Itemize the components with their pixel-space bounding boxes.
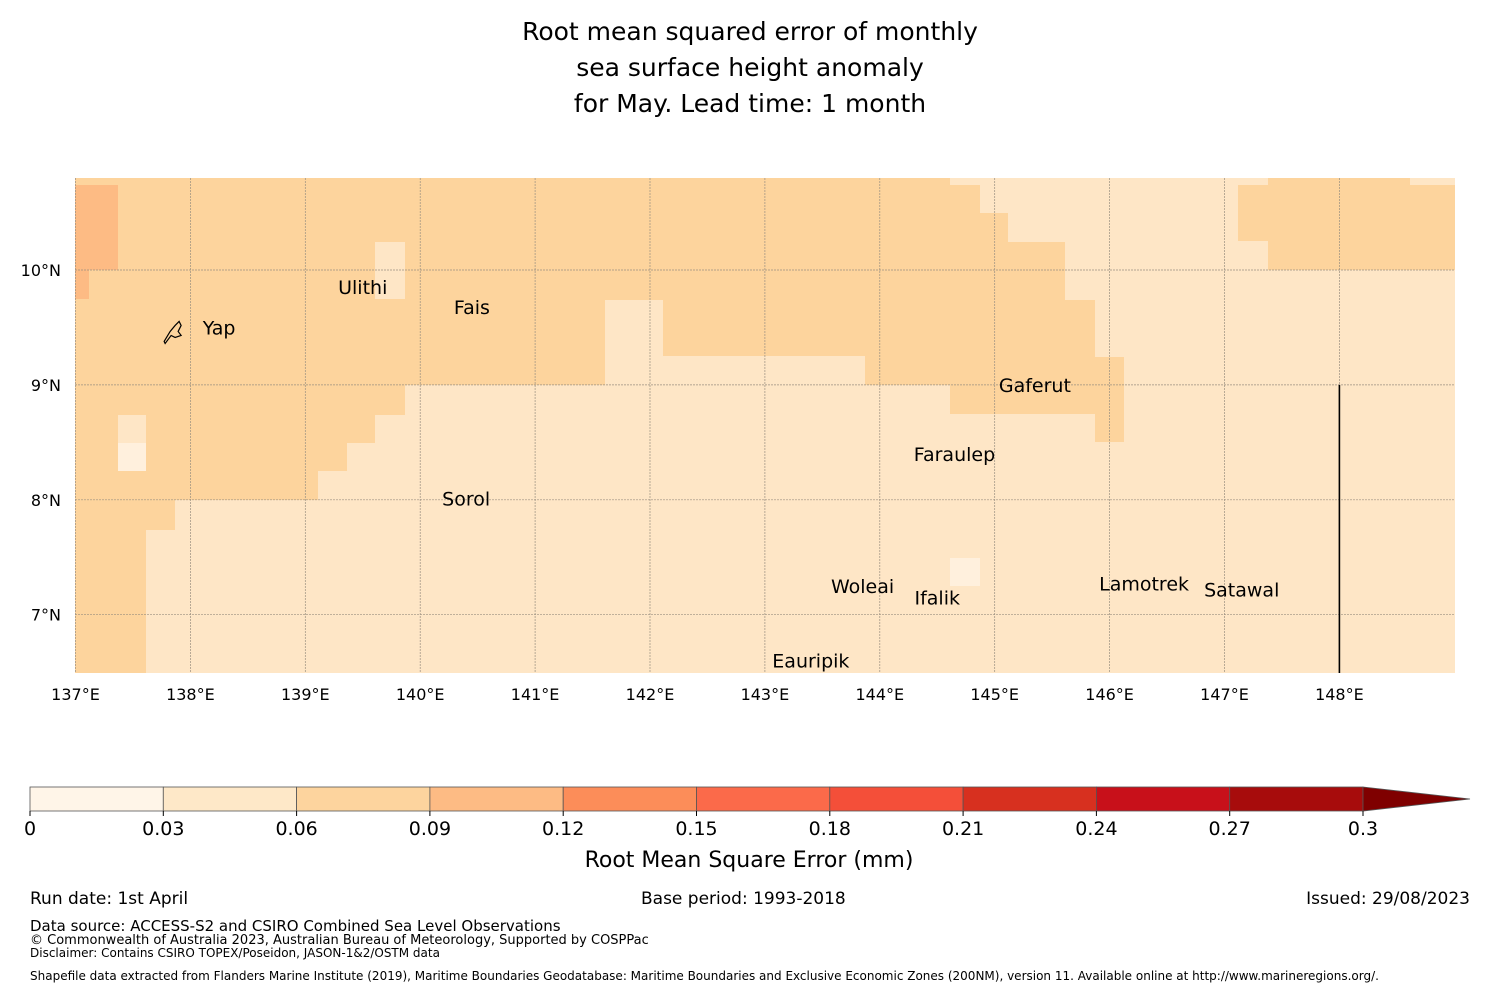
colorbar-segment xyxy=(1096,786,1231,812)
longitude-tick: 143°E xyxy=(741,685,790,704)
rmse-cell xyxy=(950,185,980,414)
longitude-tick: 140°E xyxy=(396,685,445,704)
colorbar-tick: 0.03 xyxy=(142,818,184,840)
rmse-cell xyxy=(1410,185,1455,270)
copyright-notice: © Commonwealth of Australia 2023, Austra… xyxy=(30,933,649,948)
rmse-cell xyxy=(865,178,950,385)
longitude-tick: 138°E xyxy=(166,685,215,704)
colorbar-tick: 0.3 xyxy=(1348,818,1378,840)
title-line-2: sea surface height anomaly xyxy=(576,53,924,82)
title-line-3: for May. Lead time: 1 month xyxy=(573,89,927,118)
colorbar-segment xyxy=(296,786,431,812)
rmse-cell xyxy=(980,213,1008,414)
rmse-cell xyxy=(75,270,89,299)
rmse-cell xyxy=(1065,300,1095,414)
colorbar-label: Root Mean Square Error (mm) xyxy=(585,848,914,873)
place-labels: Yap Ulithi Fais Gaferut Faraulep Sorol Woleai I… xyxy=(163,277,1279,673)
yap-island-outline xyxy=(163,320,183,345)
longitude-tick: 146°E xyxy=(1085,685,1134,704)
colorbar-segment xyxy=(1229,786,1364,812)
longitude-tick: 139°E xyxy=(281,685,330,704)
place-label: Faraulep xyxy=(914,444,995,466)
map-panel: Yap Ulithi Fais Gaferut Faraulep Sorol Woleai I… xyxy=(75,178,1455,673)
rmse-cell xyxy=(75,185,118,270)
longitude-tick: 141°E xyxy=(511,685,560,704)
place-label: Satawal xyxy=(1204,579,1279,601)
colorbar-extend-arrow xyxy=(1362,786,1471,812)
latitude-tick: 9°N xyxy=(31,376,61,395)
disclaimer: Disclaimer: Contains CSIRO TOPEX/Poseido… xyxy=(30,946,440,960)
colorbar-segment xyxy=(696,786,831,812)
place-label: Gaferut xyxy=(999,375,1071,397)
longitude-tick: 148°E xyxy=(1315,685,1364,704)
map-title: Root mean squared error of monthly sea s… xyxy=(0,14,1500,122)
colorbar-tick: 0.18 xyxy=(809,818,851,840)
rmse-cell xyxy=(75,530,146,673)
rmse-cell xyxy=(75,500,175,530)
rmse-cell xyxy=(1268,178,1410,270)
latitude-tick: 7°N xyxy=(31,606,61,625)
colorbar-tick: 0.21 xyxy=(942,818,984,840)
colorbar-tick: 0.27 xyxy=(1209,818,1251,840)
place-label: Ifalik xyxy=(915,587,961,609)
rmse-cell xyxy=(75,178,950,300)
rmse-cell xyxy=(118,415,146,443)
place-label: Ulithi xyxy=(338,277,387,299)
latitude-tick: 10°N xyxy=(21,261,61,280)
colorbar-segment xyxy=(962,786,1097,812)
colorbar-tick: 0.12 xyxy=(542,818,584,840)
longitude-tick-labels: 137°E 138°E 139°E 140°E 141°E 142°E 143°E 144°E… xyxy=(51,685,1364,704)
rmse-cell xyxy=(375,242,405,299)
base-period: Base period: 1993-2018 xyxy=(641,889,846,909)
rmse-cell xyxy=(118,443,146,471)
colorbar-segment xyxy=(562,786,697,812)
longitude-tick: 137°E xyxy=(51,685,100,704)
rmse-cell xyxy=(663,328,808,356)
colorbar-segment xyxy=(162,786,298,812)
rmse-cell xyxy=(75,443,347,471)
longitude-tick: 147°E xyxy=(1200,685,1249,704)
shapefile-credit: Shapefile data extracted from Flanders M… xyxy=(30,969,1379,983)
rmse-cell xyxy=(1008,242,1065,414)
colorbar-tick: 0.09 xyxy=(409,818,451,840)
rmse-cell xyxy=(75,471,318,500)
colorbar-tick: 0.15 xyxy=(675,818,717,840)
rmse-cell xyxy=(1095,357,1124,442)
latitude-tick: 8°N xyxy=(31,491,61,510)
latitude-tick-labels: 10°N 9°N 8°N 7°N xyxy=(21,261,61,625)
title-line-1: Root mean squared error of monthly xyxy=(522,17,978,46)
rmse-cell xyxy=(75,385,405,415)
colorbar xyxy=(29,786,1471,812)
place-label: Lamotrek xyxy=(1099,574,1189,596)
place-label: Yap xyxy=(202,317,236,339)
run-date: Run date: 1st April xyxy=(30,889,189,909)
longitude-tick: 145°E xyxy=(970,685,1019,704)
place-label: Woleai xyxy=(831,576,894,598)
place-label: Eauripik xyxy=(772,651,849,673)
longitude-tick: 142°E xyxy=(626,685,675,704)
colorbar-tick: 0.06 xyxy=(275,818,317,840)
place-label: Sorol xyxy=(442,489,490,511)
colorbar-tick-labels: 0 0.03 0.06 0.09 0.12 0.15 0.18 0.21 0.24 0.27 0.3 xyxy=(24,811,1378,840)
issued-date: Issued: 29/08/2023 xyxy=(1306,889,1470,909)
rmse-cell xyxy=(1238,185,1268,241)
colorbar-segment xyxy=(429,786,564,812)
rmse-cell xyxy=(950,558,980,586)
colorbar-segment xyxy=(829,786,964,812)
data-source: Data source: ACCESS-S2 and CSIRO Combine… xyxy=(30,917,561,935)
rmse-cell xyxy=(75,300,605,385)
place-label: Fais xyxy=(454,297,490,319)
longitude-tick: 144°E xyxy=(855,685,904,704)
colorbar-tick: 0 xyxy=(24,818,36,840)
colorbar-tick: 0.24 xyxy=(1075,818,1117,840)
colorbar-segment xyxy=(29,786,164,812)
